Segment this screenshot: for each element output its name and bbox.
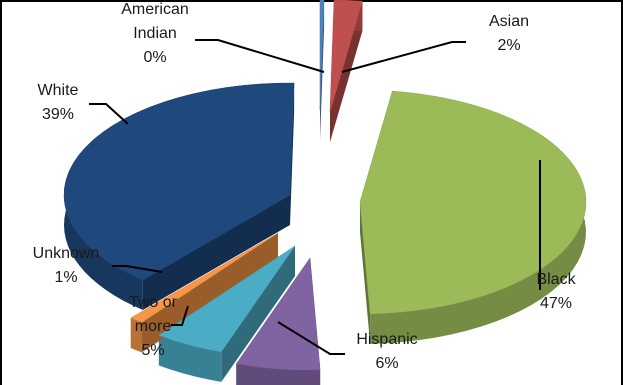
data-label-two-or-more-line: 5%: [141, 342, 164, 359]
data-label-two-or-more-line: more: [135, 318, 172, 335]
slice-unknown: [130, 232, 279, 323]
slice-hispanic: [235, 257, 321, 371]
data-label-unknown: Unknown 1%: [33, 245, 100, 286]
data-label-white-line: White: [38, 82, 79, 99]
leader-line-two-or-more: [171, 305, 189, 326]
slice-american-indian: [319, 0, 325, 111]
data-label-unknown-line: Unknown: [33, 245, 100, 262]
slice-asian: [329, 0, 363, 113]
slice-white: [63, 82, 295, 281]
data-label-black: Black 47%: [536, 271, 576, 312]
slice-side-unknown: [130, 233, 278, 353]
data-label-asian-line: Asian: [489, 13, 529, 30]
data-label-asian-line: 2%: [497, 37, 520, 54]
data-label-american-indian-line: 0%: [143, 49, 166, 66]
leader-line-asian: [341, 41, 466, 73]
data-label-white-line: 39%: [42, 106, 74, 123]
leader-line-white: [89, 103, 129, 125]
slice-black: [359, 90, 587, 315]
data-label-hispanic-line: 6%: [375, 355, 398, 372]
data-label-black-line: Black: [536, 271, 576, 288]
data-label-two-or-more-line: Two or: [129, 294, 178, 311]
data-label-white: White 39%: [38, 82, 79, 123]
leader-line-hispanic: [277, 321, 345, 355]
data-label-unknown-line: 1%: [54, 269, 77, 286]
data-label-american-indian: American Indian 0%: [121, 1, 189, 66]
data-label-american-indian-line: Indian: [133, 25, 177, 42]
data-label-asian: Asian 2%: [489, 13, 529, 54]
data-label-two-or-more: Two or more 5%: [129, 294, 178, 359]
leader-line-american-indian: [195, 39, 325, 73]
leader-line-unknown: [112, 265, 163, 273]
data-label-black-line: 47%: [540, 295, 572, 312]
slice-two-or-more: [158, 245, 296, 353]
data-label-american-indian-line: American: [121, 1, 189, 18]
data-label-hispanic-line: Hispanic: [356, 331, 417, 348]
data-label-hispanic: Hispanic 6%: [356, 331, 417, 372]
